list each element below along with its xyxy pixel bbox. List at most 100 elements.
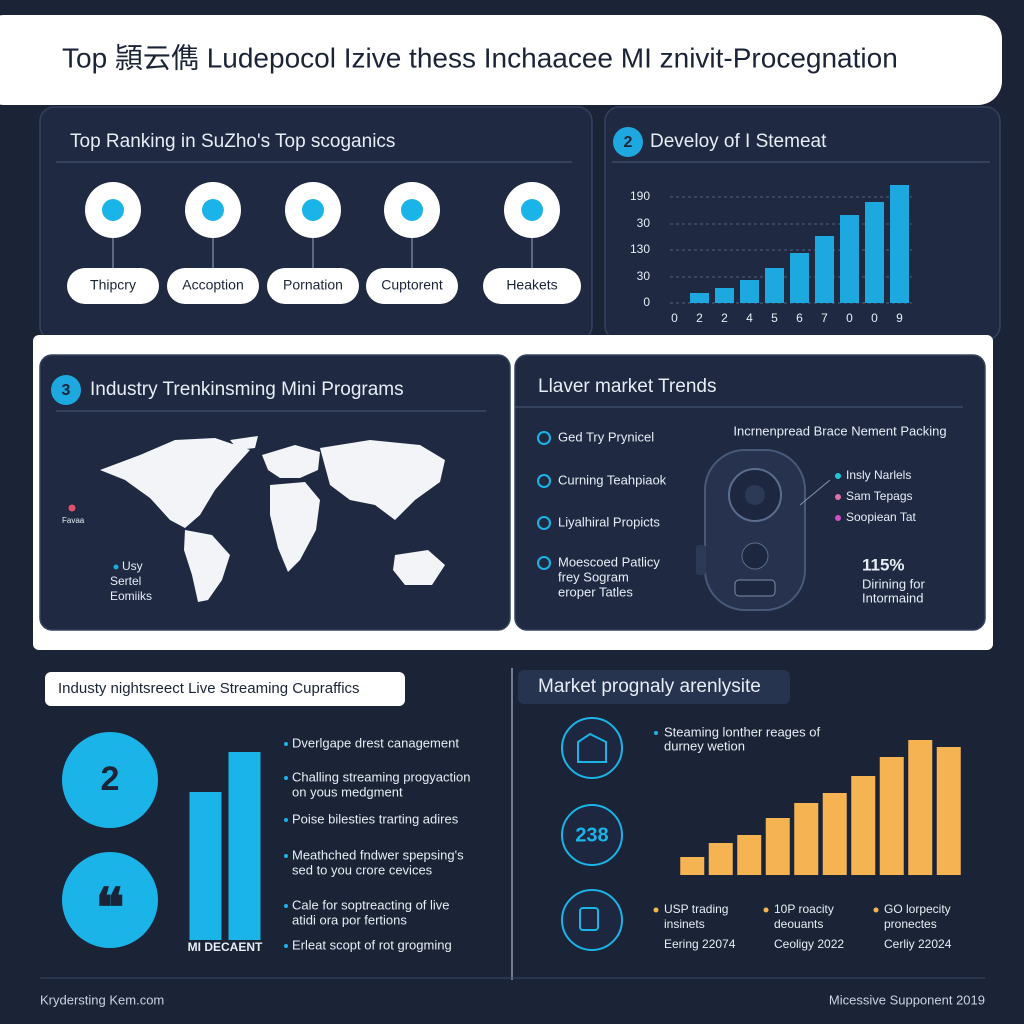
legend-dot (835, 473, 841, 479)
pill-label: Thipcry (90, 277, 136, 293)
bar-caption: MI DECAENT (188, 940, 263, 954)
icon (102, 199, 124, 221)
pill (167, 268, 259, 304)
device-illustration (696, 449, 806, 611)
icon (579, 907, 599, 931)
icon (401, 199, 423, 221)
marker-label: Favaa (62, 516, 85, 525)
bar (790, 253, 809, 303)
x-tick-label: 0 (846, 311, 853, 325)
y-tick-label: 190 (630, 189, 650, 203)
pill-label: Heakets (506, 277, 557, 293)
bar (715, 288, 734, 303)
bar (680, 857, 705, 875)
badge-number: 2 (624, 134, 633, 151)
trend-items: Ged Try Prynicel Curning Teahpiaok Liyalhi… (537, 429, 667, 599)
section-label (45, 672, 405, 706)
chart-title: Incrnenpread Brace Nement Packing (733, 423, 946, 438)
legend-label: Sertel (110, 574, 141, 588)
legend-label: Usy (122, 559, 143, 573)
bullet (537, 516, 551, 530)
legend-label: Soopiean Tat (846, 510, 917, 524)
streaming-item: Challing streaming progyaction (292, 769, 470, 784)
badge (613, 127, 643, 157)
continent (100, 438, 250, 528)
trend-item: frey Sogram (558, 569, 629, 584)
bar (737, 835, 762, 875)
column-text: Cerliy 22024 (884, 937, 952, 951)
bullet (653, 907, 659, 913)
continent (184, 530, 230, 602)
legend-dot (835, 494, 841, 500)
bar (865, 202, 884, 303)
x-tick-label: 5 (771, 311, 778, 325)
icon (521, 199, 543, 221)
ranking-title: Top Ranking in SuZho's Top scoganics (70, 131, 395, 152)
column-text: Eering 22074 (664, 937, 736, 951)
legend-label: Sam Tepags (846, 489, 913, 503)
develop-title: Develoy of I Stemeat (650, 131, 827, 152)
x-tick-label: 0 (871, 311, 878, 325)
circle-text: 2 (101, 760, 120, 798)
stat: 238 (575, 824, 608, 846)
trend-item: Moescoed Patlicy (558, 554, 660, 569)
bullet (284, 904, 288, 908)
badge (51, 375, 81, 405)
y-tick-label: 130 (630, 242, 650, 256)
trend-item: Liyalhiral Propicts (558, 514, 660, 529)
y-tick-label: 30 (637, 269, 651, 283)
icon (202, 199, 224, 221)
develop-chart: 0 30 130 30 190 0 2 2 4 5 6 7 0 0 9 (630, 185, 912, 325)
bar (740, 280, 759, 303)
note: Steaming lonther reages of (664, 724, 820, 739)
streaming-item: Cale for soptreacting of live (292, 897, 450, 912)
pill (267, 268, 359, 304)
bar (765, 818, 790, 875)
bullet (873, 907, 879, 913)
bullet (654, 731, 658, 735)
bar (890, 185, 909, 303)
circle (62, 852, 158, 948)
pill-label: Pornation (283, 277, 343, 293)
x-tick-label: 7 (821, 311, 828, 325)
bullet (763, 907, 769, 913)
streaming-chart (189, 752, 261, 940)
column-text: pronectes (884, 917, 937, 931)
badge-number: 3 (62, 382, 71, 399)
continent (262, 445, 320, 478)
icon (577, 732, 607, 763)
stat: 115% (862, 555, 905, 574)
streaming-item: atidi ora por fertions (292, 912, 407, 927)
column-text: deouants (774, 917, 823, 931)
pill (67, 268, 159, 304)
streaming-item: Dverlgape drest canagement (292, 735, 459, 750)
legend-label: Eomiiks (110, 589, 152, 603)
column-text: GO lorpecity (884, 902, 951, 916)
icon-circle (561, 889, 623, 951)
streaming-item: Poise bilesties trarting adires (292, 811, 459, 826)
legend-dot (113, 564, 119, 570)
bar (908, 740, 933, 875)
y-tick-label: 30 (637, 216, 651, 230)
continent (230, 436, 258, 450)
ranking-items: Thipcry Accoption Pornation Cuptorent Heaket… (67, 182, 581, 304)
continent (320, 440, 445, 520)
x-tick-label: 2 (696, 311, 703, 325)
pill (483, 268, 581, 304)
bar (708, 843, 733, 875)
x-tick-label: 2 (721, 311, 728, 325)
x-tick-label: 9 (896, 311, 903, 325)
bar (794, 803, 819, 875)
column-text: Ceoligy 2022 (774, 937, 844, 951)
column-text: USP trading (664, 902, 728, 916)
bar (815, 236, 834, 303)
bar (851, 776, 876, 875)
streaming-item: Erleat scopt of rot grogming (292, 937, 452, 952)
x-tick-label: 0 (671, 311, 678, 325)
x-tick-label: 4 (746, 311, 753, 325)
bar (228, 752, 261, 940)
header-bar (0, 15, 1002, 105)
streaming-title: Industy nightsreect Live Streaming Cupra… (58, 680, 360, 697)
